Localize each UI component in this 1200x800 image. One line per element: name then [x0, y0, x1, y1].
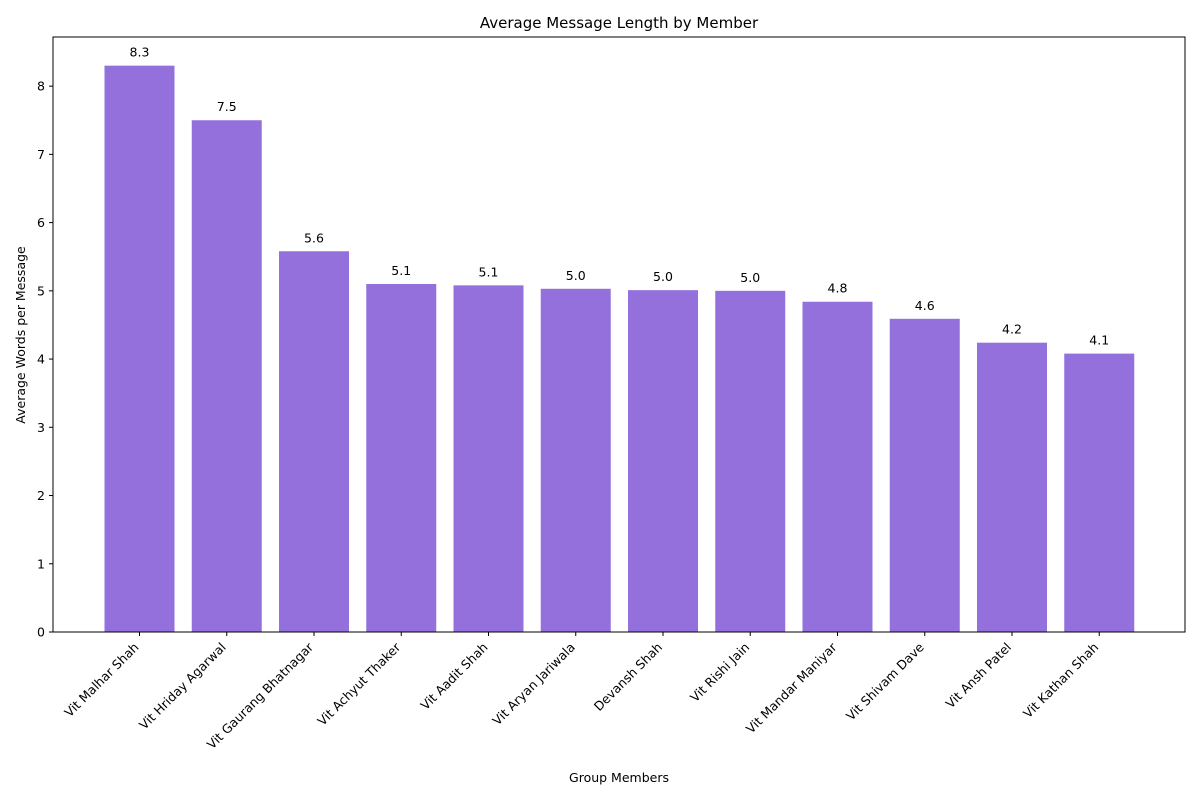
y-tick-label-5: 5	[37, 283, 45, 298]
bar-10	[977, 342, 1047, 632]
x-tick-label-0: Vit Malhar Shah	[61, 640, 141, 720]
bar-value-label-10: 4.2	[1002, 322, 1022, 337]
bar-4	[453, 285, 524, 632]
bar-6	[628, 290, 698, 632]
chart-title: Average Message Length by Member	[480, 14, 759, 32]
x-tick-label-6: Devansh Shah	[591, 640, 665, 714]
bar-0	[104, 65, 175, 632]
y-tick-label-4: 4	[37, 352, 45, 367]
bar-value-label-3: 5.1	[391, 263, 411, 278]
y-tick-label-8: 8	[37, 79, 45, 94]
bar-8	[802, 301, 873, 632]
x-tick-label-3: Vit Achyut Thaker	[314, 639, 404, 729]
bar-value-label-9: 4.6	[915, 298, 935, 313]
bar-7	[715, 290, 786, 632]
bar-1	[191, 120, 262, 632]
x-tick-label-7: Vit Rishi Jain	[687, 640, 752, 705]
y-axis: 0 1 2 3 4 5 6 7 8	[37, 79, 53, 640]
x-tick-label-11: Vit Kathan Shah	[1020, 640, 1101, 721]
bar-value-label-7: 5.0	[740, 270, 760, 285]
bar-value-label-0: 8.3	[130, 45, 150, 60]
bars-group: 8.3 7.5 5.6 5.1 5.1 5.0 5.0 5.0 4.8 4.6 4.2 4.1	[104, 45, 1135, 633]
y-tick-label-6: 6	[37, 215, 45, 230]
bar-value-label-5: 5.0	[566, 268, 586, 283]
bar-11	[1064, 353, 1135, 632]
bar-value-label-6: 5.0	[653, 269, 673, 284]
bar-2	[279, 251, 349, 633]
bar-9	[889, 318, 960, 632]
bar-value-label-2: 5.6	[304, 230, 324, 245]
x-axis-title: Group Members	[569, 770, 669, 785]
bar-5	[540, 288, 611, 632]
y-tick-label-3: 3	[37, 420, 45, 435]
y-tick-label-7: 7	[37, 147, 45, 162]
y-tick-label-2: 2	[37, 488, 45, 503]
bar-value-label-1: 7.5	[217, 99, 237, 114]
x-tick-label-10: Vit Ansh Patel	[943, 640, 1015, 712]
bar-value-label-4: 5.1	[479, 264, 499, 279]
y-tick-label-0: 0	[37, 625, 45, 640]
x-tick-label-8: Vit Mandar Maniyar	[743, 639, 840, 736]
x-tick-label-4: Vit Aadit Shah	[417, 640, 490, 713]
bar-3	[366, 284, 437, 632]
plot-area-frame	[52, 36, 1186, 633]
y-tick-label-1: 1	[37, 556, 45, 571]
y-axis-title: Average Words per Message	[13, 246, 28, 424]
bar-value-label-8: 4.8	[828, 281, 848, 296]
x-tick-label-1: Vit Hriday Agarwal	[136, 640, 229, 733]
x-tick-label-5: Vit Aryan Jariwala	[489, 640, 578, 729]
x-tick-label-9: Vit Shivam Dave	[843, 639, 927, 723]
bar-value-label-11: 4.1	[1089, 333, 1109, 348]
